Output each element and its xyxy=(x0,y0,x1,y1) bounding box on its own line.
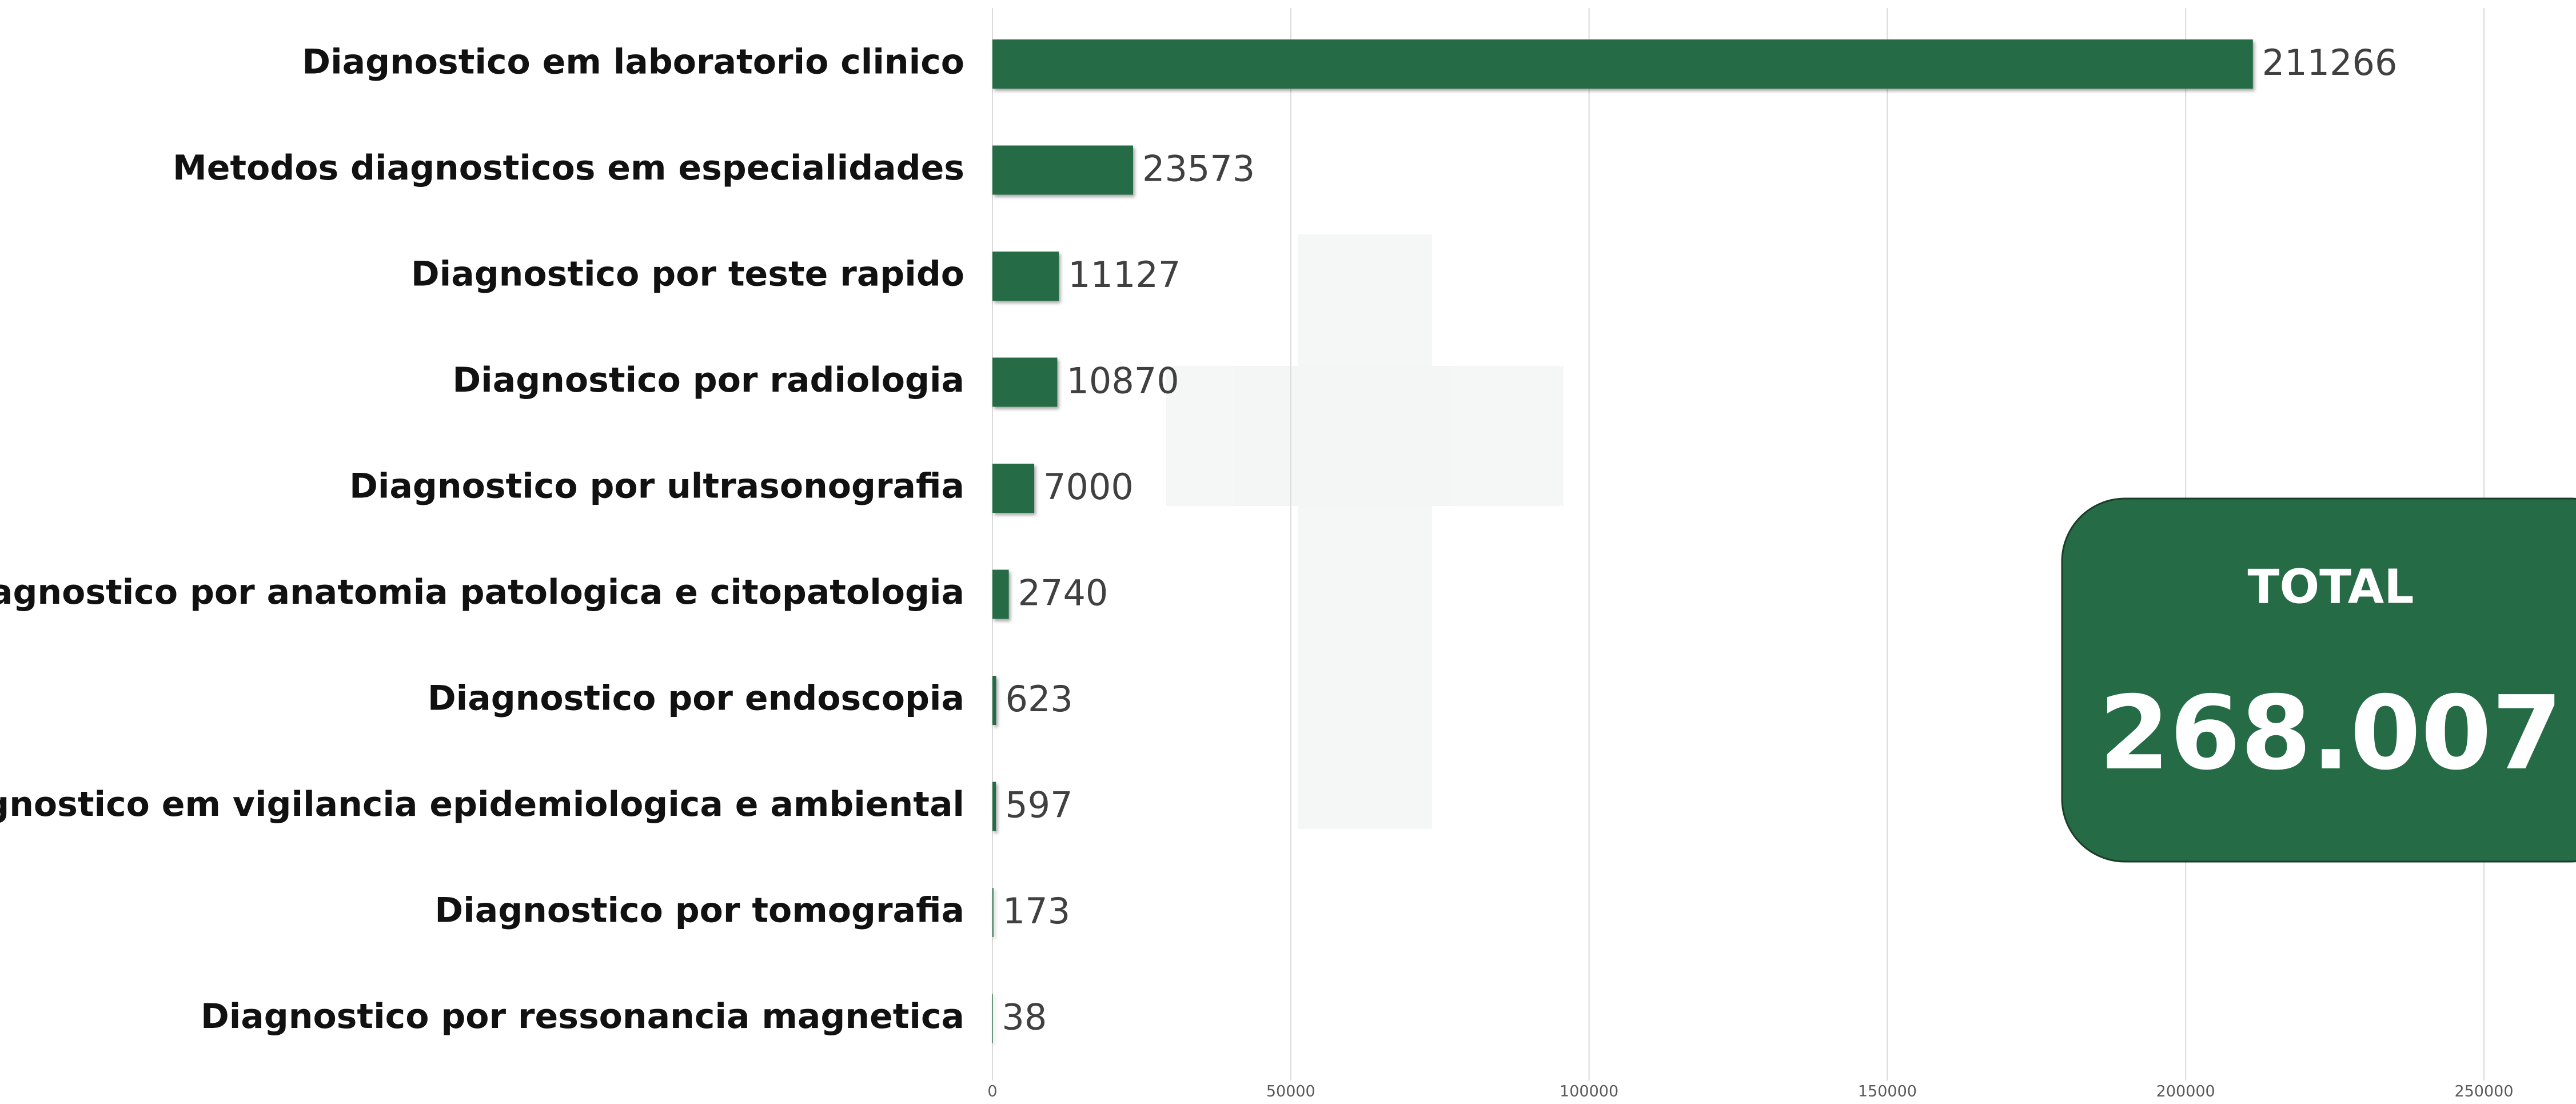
value-label: 597 xyxy=(1005,784,1072,826)
total-label: TOTAL xyxy=(2248,560,2414,614)
bar xyxy=(992,358,1057,407)
bar xyxy=(992,464,1034,513)
x-tick-label: 0 xyxy=(987,1083,997,1101)
category-label: Diagnostico em vigilancia epidemiologica… xyxy=(0,784,964,824)
value-label: 173 xyxy=(1003,890,1070,932)
bars: Diagnostico em laboratorio clinico 211266… xyxy=(0,39,2397,1043)
value-label: 7000 xyxy=(1043,466,1134,508)
category-label: Diagnostico por endoscopia xyxy=(428,679,964,719)
x-tick-label: 150000 xyxy=(1858,1083,1917,1101)
background-decoration xyxy=(1166,234,1564,829)
bar xyxy=(992,570,1009,619)
x-tick-label: 200000 xyxy=(2156,1083,2215,1101)
value-label: 11127 xyxy=(1068,254,1181,296)
value-label: 23573 xyxy=(1142,148,1255,190)
value-label: 2740 xyxy=(1018,572,1108,614)
category-label: Diagnostico por ressonancia magnetica xyxy=(201,997,964,1037)
x-tick-label: 250000 xyxy=(2454,1083,2513,1101)
bar xyxy=(992,994,993,1043)
bar xyxy=(992,888,994,937)
category-label: Diagnostico por anatomia patologica e ci… xyxy=(0,572,964,612)
category-label: Diagnostico por tomografia xyxy=(434,891,964,931)
bar xyxy=(992,252,1059,301)
bar xyxy=(992,146,1133,195)
value-label: 10870 xyxy=(1066,360,1179,402)
category-label: Diagnostico por teste rapido xyxy=(411,254,964,294)
chart: 0 50000 100000 150000 200000 250000 Diagnosti… xyxy=(0,0,2576,1104)
total-box: TOTAL 268.007 xyxy=(2062,499,2576,862)
value-label: 38 xyxy=(1002,997,1047,1038)
value-label: 623 xyxy=(1006,678,1073,720)
category-label: Diagnostico por radiologia xyxy=(452,360,964,400)
category-label: Diagnostico por ultrasonografia xyxy=(349,467,964,507)
page: 0 50000 100000 150000 200000 250000 Diagnosti… xyxy=(0,0,2576,1104)
category-label: Diagnostico em laboratorio clinico xyxy=(302,42,964,82)
x-tick-label: 50000 xyxy=(1266,1083,1315,1101)
total-value: 268.007 xyxy=(2099,674,2563,792)
value-label: 211266 xyxy=(2262,42,2398,83)
category-label: Metodos diagnosticos em especialidades xyxy=(173,148,964,188)
x-tick-label: 100000 xyxy=(1560,1083,1618,1101)
bar xyxy=(992,782,996,831)
bar xyxy=(992,39,2253,89)
bar xyxy=(992,676,996,725)
